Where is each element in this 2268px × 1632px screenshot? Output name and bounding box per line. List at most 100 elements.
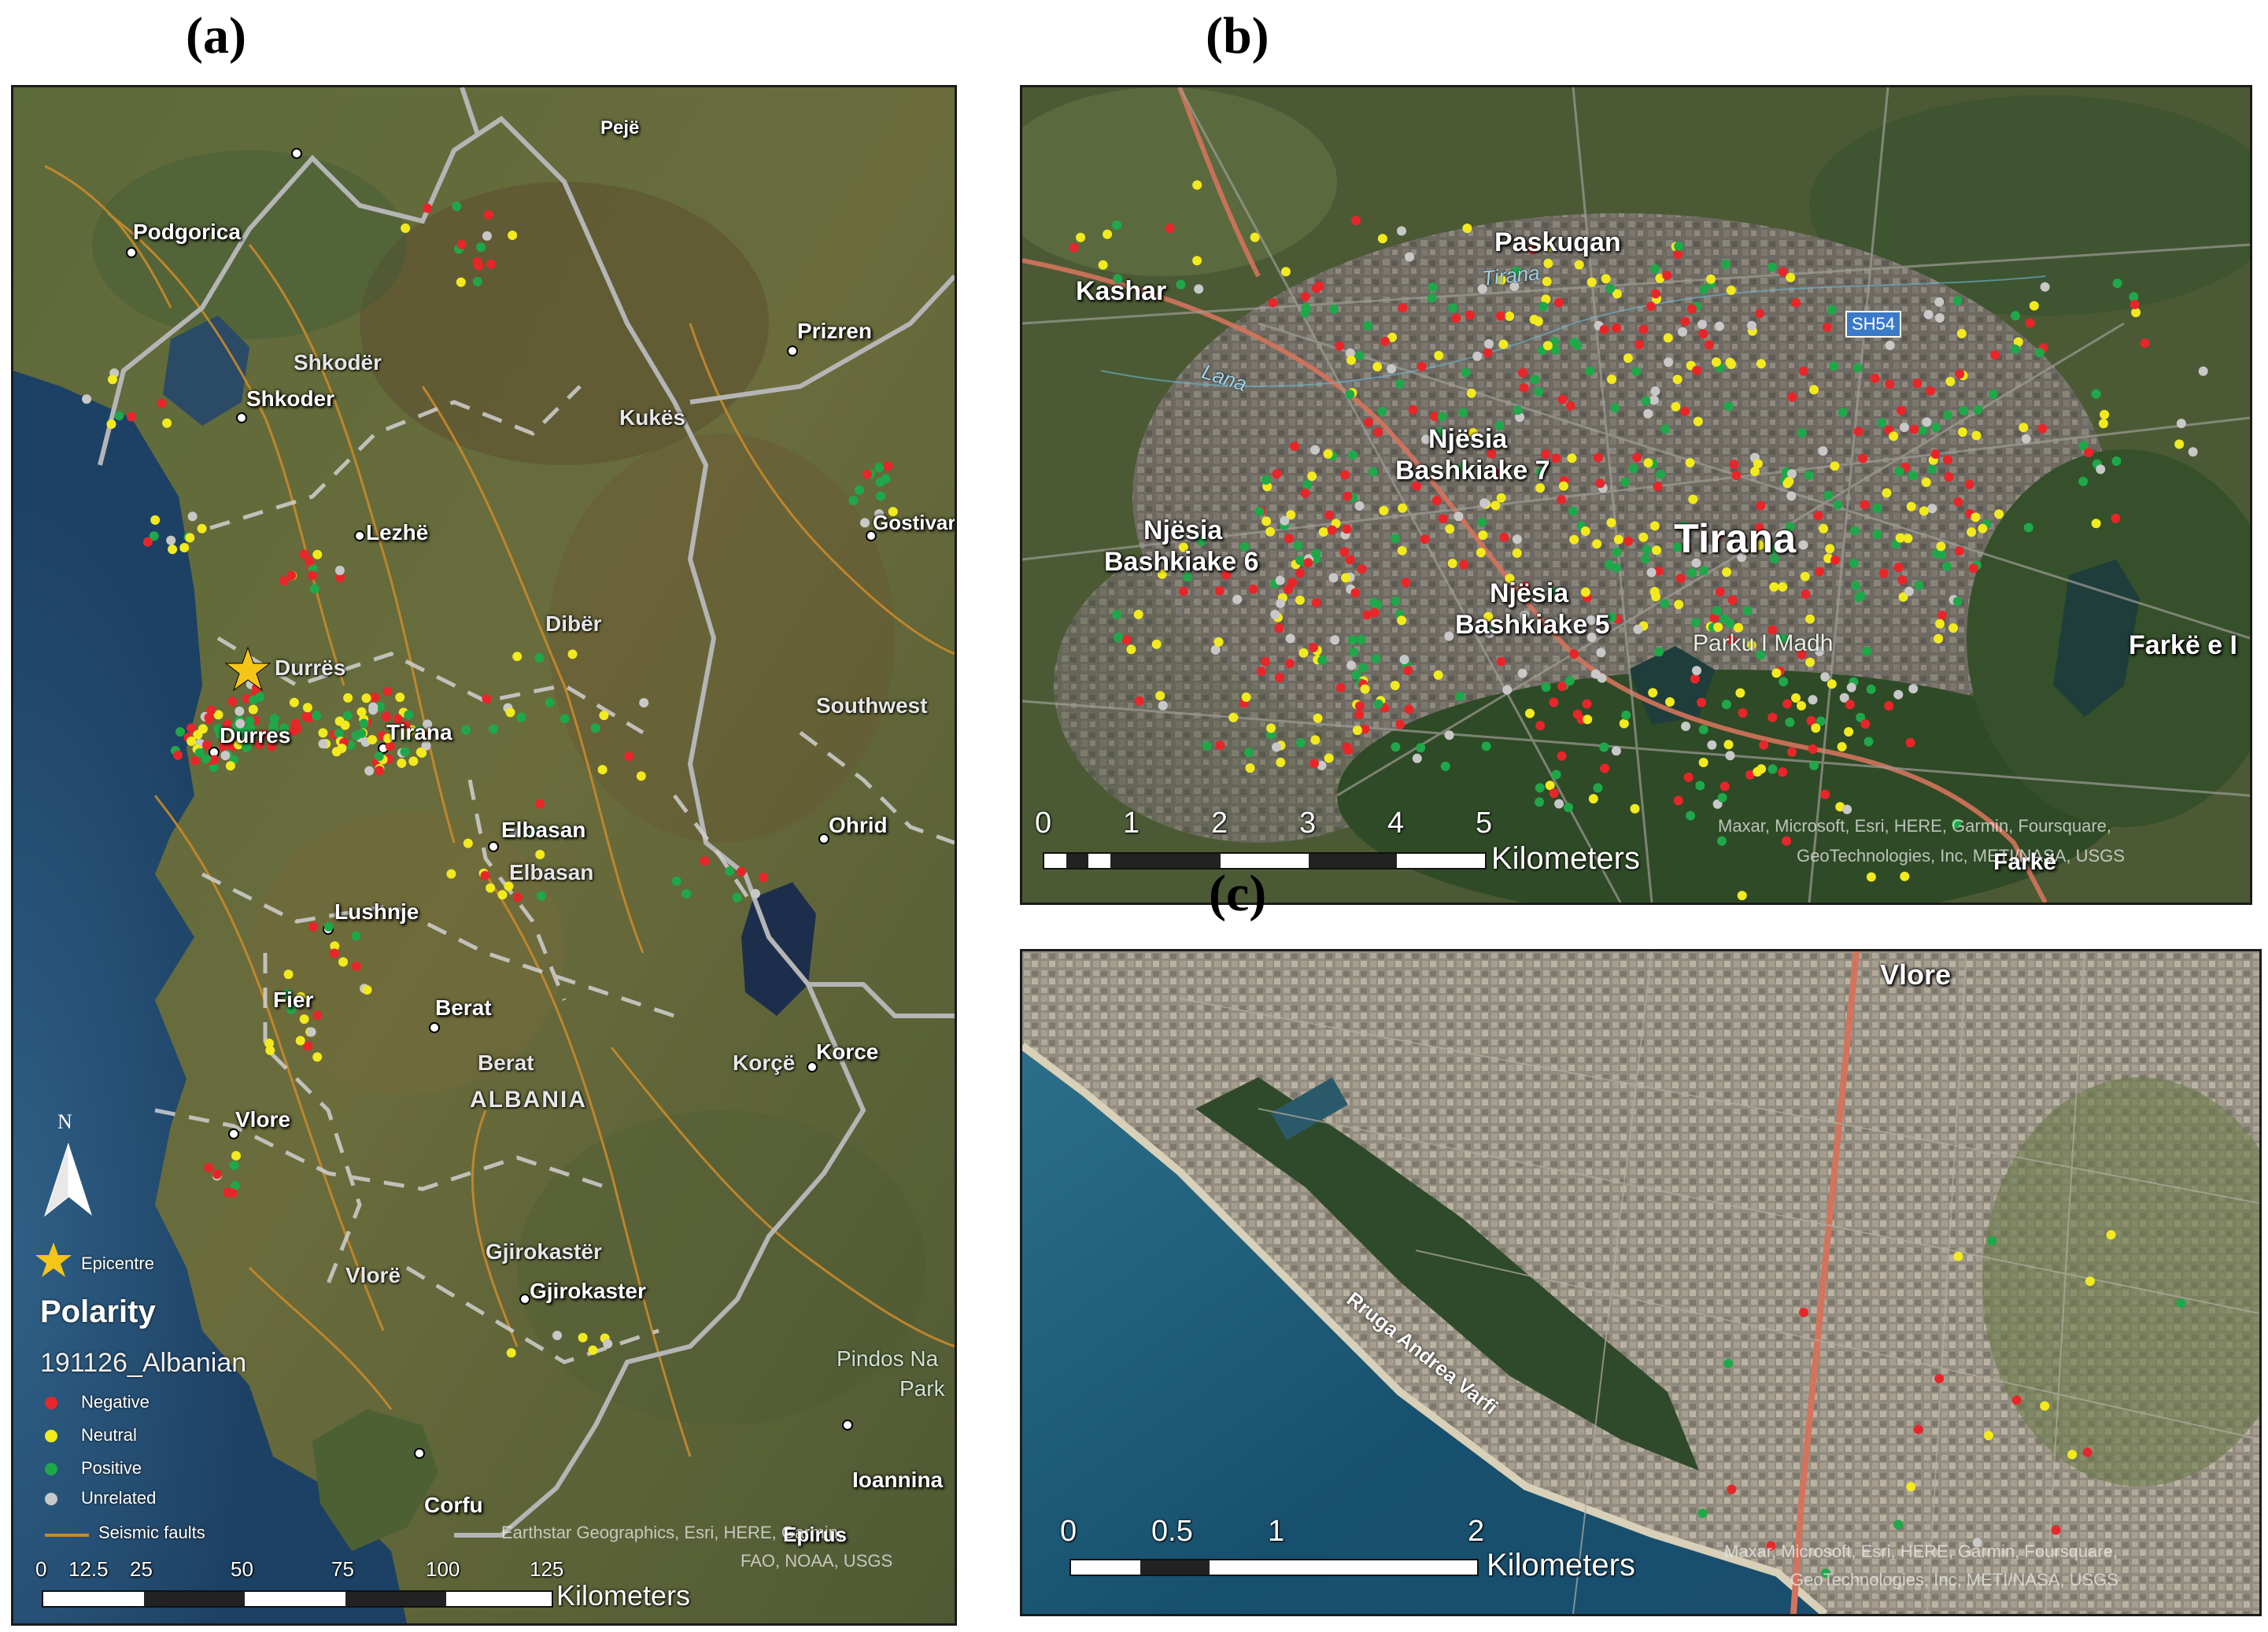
- polarity-point[interactable]: [1672, 375, 1683, 385]
- polarity-point[interactable]: [1686, 810, 1696, 821]
- polarity-point[interactable]: [1753, 459, 1763, 469]
- polarity-point[interactable]: [245, 716, 255, 726]
- polarity-point[interactable]: [1468, 428, 1478, 438]
- polarity-point[interactable]: [1650, 289, 1660, 299]
- polarity-point[interactable]: [1893, 563, 1904, 573]
- polarity-point[interactable]: [1906, 1482, 1916, 1492]
- polarity-point[interactable]: [1719, 781, 1730, 792]
- polarity-point[interactable]: [1866, 872, 1876, 882]
- polarity-point[interactable]: [1988, 390, 1998, 399]
- polarity-point[interactable]: [1543, 258, 1553, 268]
- polarity-point[interactable]: [1369, 607, 1380, 618]
- polarity-point[interactable]: [1327, 525, 1337, 535]
- polarity-point[interactable]: [1394, 378, 1405, 389]
- polarity-point[interactable]: [1196, 537, 1206, 546]
- polarity-point[interactable]: [1472, 351, 1483, 361]
- polarity-point[interactable]: [1948, 623, 1958, 633]
- polarity-point[interactable]: [588, 1345, 598, 1355]
- polarity-point[interactable]: [1738, 708, 1748, 718]
- polarity-point[interactable]: [1753, 766, 1763, 777]
- polarity-point[interactable]: [1512, 548, 1522, 558]
- polarity-point[interactable]: [1797, 428, 1807, 438]
- polarity-point[interactable]: [1275, 575, 1285, 585]
- polarity-point[interactable]: [1280, 515, 1290, 526]
- polarity-point[interactable]: [1210, 644, 1221, 655]
- polarity-point[interactable]: [235, 729, 245, 740]
- polarity-point[interactable]: [279, 576, 289, 586]
- polarity-point[interactable]: [423, 719, 433, 729]
- polarity-point[interactable]: [342, 711, 353, 721]
- polarity-point[interactable]: [1648, 688, 1658, 698]
- polarity-point[interactable]: [1447, 559, 1457, 568]
- polarity-point[interactable]: [334, 729, 344, 738]
- polarity-point[interactable]: [1698, 329, 1708, 339]
- polarity-point[interactable]: [1569, 649, 1579, 659]
- polarity-point[interactable]: [1643, 408, 1653, 419]
- polarity-point[interactable]: [1921, 477, 1931, 487]
- polarity-point[interactable]: [1113, 274, 1123, 284]
- polarity-point[interactable]: [187, 737, 197, 746]
- polarity-point[interactable]: [1569, 337, 1579, 347]
- polarity-point[interactable]: [1368, 467, 1378, 477]
- polarity-point[interactable]: [567, 649, 578, 659]
- polarity-point[interactable]: [1373, 427, 1383, 438]
- polarity-point[interactable]: [1244, 748, 1254, 758]
- polarity-point[interactable]: [875, 477, 885, 487]
- polarity-point[interactable]: [1827, 305, 1837, 315]
- polarity-point[interactable]: [1574, 260, 1584, 270]
- polarity-point[interactable]: [1241, 692, 1251, 702]
- polarity-point[interactable]: [1709, 613, 1719, 623]
- polarity-point[interactable]: [1445, 524, 1455, 534]
- polarity-point[interactable]: [1483, 348, 1493, 358]
- polarity-point[interactable]: [2040, 282, 2050, 292]
- polarity-point[interactable]: [1904, 586, 1914, 596]
- polarity-point[interactable]: [338, 957, 348, 967]
- polarity-point[interactable]: [1651, 592, 1661, 602]
- polarity-point[interactable]: [1597, 673, 1607, 683]
- polarity-point[interactable]: [1176, 279, 1186, 290]
- polarity-point[interactable]: [2078, 476, 2089, 486]
- polarity-point[interactable]: [1952, 596, 1963, 607]
- polarity-point[interactable]: [1329, 304, 1339, 314]
- polarity-point[interactable]: [1151, 639, 1162, 649]
- polarity-point[interactable]: [1856, 712, 1866, 722]
- polarity-point[interactable]: [1274, 623, 1284, 633]
- polarity-point[interactable]: [1178, 542, 1188, 552]
- polarity-point[interactable]: [1778, 582, 1788, 592]
- polarity-point[interactable]: [1557, 681, 1567, 692]
- polarity-point[interactable]: [1276, 757, 1286, 767]
- polarity-point[interactable]: [1785, 522, 1795, 532]
- polarity-point[interactable]: [1461, 367, 1471, 378]
- polarity-point[interactable]: [220, 751, 231, 761]
- polarity-point[interactable]: [1815, 567, 1824, 577]
- polarity-point[interactable]: [1076, 232, 1086, 242]
- polarity-point[interactable]: [1534, 386, 1543, 397]
- polarity-point[interactable]: [1959, 406, 1969, 415]
- polarity-point[interactable]: [1349, 648, 1359, 657]
- polarity-point[interactable]: [1672, 542, 1683, 552]
- polarity-point[interactable]: [1248, 584, 1258, 594]
- polarity-point[interactable]: [516, 712, 526, 722]
- polarity-point[interactable]: [506, 1348, 516, 1358]
- polarity-point[interactable]: [1937, 610, 1947, 620]
- polarity-point[interactable]: [1454, 511, 1464, 522]
- polarity-point[interactable]: [456, 277, 466, 287]
- polarity-point[interactable]: [1723, 1358, 1734, 1368]
- polarity-point[interactable]: [1640, 554, 1650, 564]
- polarity-point[interactable]: [213, 710, 223, 720]
- polarity-point[interactable]: [2082, 1447, 2093, 1457]
- polarity-point[interactable]: [1660, 424, 1670, 434]
- polarity-point[interactable]: [268, 725, 279, 735]
- polarity-point[interactable]: [1652, 545, 1661, 556]
- polarity-point[interactable]: [1158, 700, 1168, 711]
- polarity-point[interactable]: [1586, 277, 1597, 287]
- polarity-point[interactable]: [461, 725, 471, 735]
- polarity-point[interactable]: [509, 828, 519, 838]
- polarity-point[interactable]: [1317, 760, 1327, 770]
- polarity-point[interactable]: [1791, 297, 1801, 308]
- polarity-point[interactable]: [1968, 563, 1978, 574]
- polarity-point[interactable]: [1926, 386, 1935, 396]
- polarity-point[interactable]: [361, 693, 371, 703]
- polarity-point[interactable]: [1505, 574, 1515, 584]
- polarity-point[interactable]: [1927, 464, 1937, 474]
